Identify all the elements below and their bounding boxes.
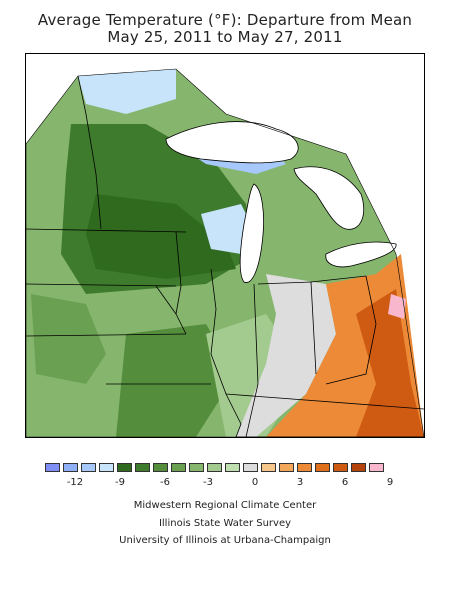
lake-superior (165, 121, 299, 164)
region-fill-cool-north (78, 69, 176, 114)
legend-swatch (279, 463, 294, 472)
region-fill-hot (356, 289, 424, 437)
legend-tick-label: -6 (160, 477, 170, 488)
lake-erie (325, 241, 397, 268)
region-fill-mid-green-west (31, 294, 106, 384)
legend-tick-label: 3 (296, 477, 304, 488)
credit-line-3: University of Illinois at Urbana-Champai… (119, 535, 331, 546)
legend-swatch (351, 463, 366, 472)
lake-michigan (239, 183, 264, 283)
legend-swatch (297, 463, 312, 472)
map-date-range: May 25, 2011 to May 27, 2011 (107, 28, 343, 46)
lake-huron (293, 166, 365, 230)
credit-line-2: Illinois State Water Survey (158, 518, 292, 529)
legend-swatch (153, 463, 168, 472)
legend-swatch (45, 463, 60, 472)
temperature-departure-map (25, 53, 425, 438)
region-fill-mid-green-south (116, 324, 236, 437)
map-title: Average Temperature (°F): Departure from… (37, 11, 413, 29)
legend-swatch (369, 463, 384, 472)
legend-swatch (99, 463, 114, 472)
region-fill-neutral (236, 274, 336, 437)
legend-tick-label: 6 (341, 477, 349, 488)
region-fill-hot-pocket (388, 294, 406, 319)
legend-tick-label: -12 (66, 477, 84, 488)
legend-tick-label: -3 (203, 477, 213, 488)
legend-swatch (189, 463, 204, 472)
legend-swatch (117, 463, 132, 472)
legend-swatch (63, 463, 78, 472)
credit-line-1: Midwestern Regional Climate Center (133, 500, 317, 511)
legend-swatch (333, 463, 348, 472)
region-outline (26, 68, 424, 437)
legend-tick-label: 0 (251, 477, 259, 488)
legend-tick-label: 9 (386, 477, 394, 488)
legend-swatch (207, 463, 222, 472)
region-fill-darkest-green (86, 194, 236, 279)
legend-swatch (261, 463, 276, 472)
legend-swatch (81, 463, 96, 472)
legend-swatch (315, 463, 330, 472)
legend-swatch (225, 463, 240, 472)
legend-swatch (135, 463, 150, 472)
legend-swatch (171, 463, 186, 472)
legend-swatch (243, 463, 258, 472)
legend-tick-label: -9 (115, 477, 125, 488)
state-boundaries (26, 75, 424, 437)
